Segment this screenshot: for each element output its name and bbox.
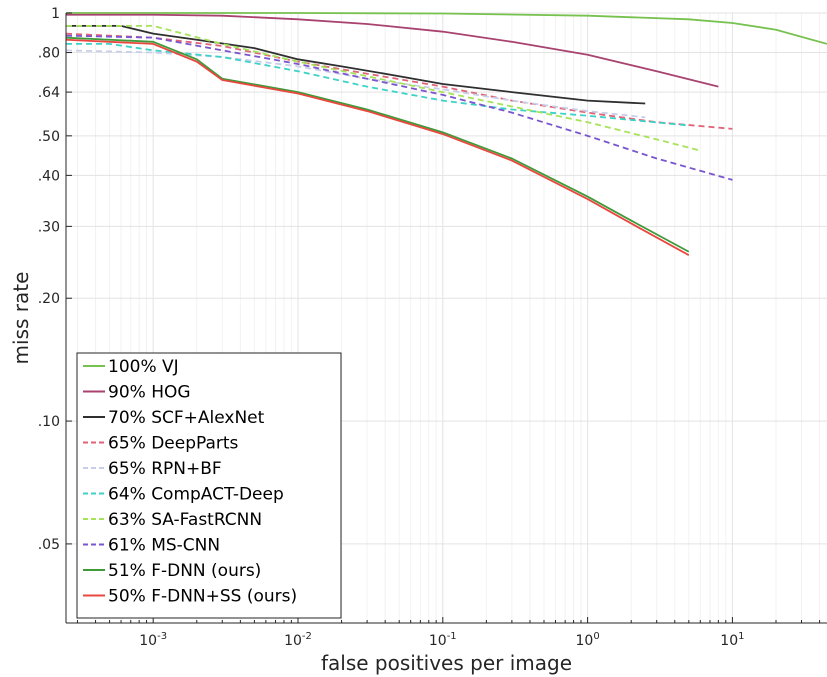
series-line-5 bbox=[66, 43, 689, 127]
series-line-6 bbox=[66, 24, 701, 152]
series-line-1 bbox=[66, 13, 719, 88]
y-axis-label: miss rate bbox=[9, 272, 33, 365]
x-tick-label: 10-1 bbox=[429, 631, 457, 649]
y-tick-label: .80 bbox=[38, 46, 60, 62]
legend-entry-5: 64% CompACT-Deep bbox=[108, 485, 284, 505]
legend-box bbox=[76, 352, 342, 619]
legend-entry-6: 63% SA-FastRCNN bbox=[108, 510, 262, 530]
y-tick-label: .20 bbox=[38, 291, 60, 307]
y-tick-label: .30 bbox=[38, 219, 60, 235]
series-line-8 bbox=[65, 36, 690, 253]
x-tick-label: 10-3 bbox=[139, 631, 167, 649]
legend-entry-9: 50% F-DNN+SS (ours) bbox=[108, 587, 297, 607]
series-line-7 bbox=[65, 34, 733, 181]
x-tick-label: 10-2 bbox=[284, 631, 312, 649]
x-tick-label: 101 bbox=[720, 631, 744, 649]
legend-entry-1: 90% HOG bbox=[108, 383, 191, 403]
y-tick-label: .10 bbox=[38, 414, 60, 430]
legend-entry-7: 61% MS-CNN bbox=[108, 536, 220, 556]
legend: 100% VJ 90% HOG 70% SCF+AlexNet 65% DeepPar… bbox=[76, 352, 342, 619]
legend-entry-8: 51% F-DNN (ours) bbox=[108, 561, 261, 581]
y-tick-label: 1 bbox=[51, 6, 60, 22]
x-axis-label: false positives per image bbox=[321, 651, 572, 675]
series-line-2 bbox=[66, 24, 646, 105]
x-tick-label: 100 bbox=[576, 631, 600, 649]
y-tick-label: .64 bbox=[38, 85, 60, 101]
legend-entry-4: 65% RPN+BF bbox=[108, 459, 222, 479]
legend-entry-2: 70% SCF+AlexNet bbox=[108, 408, 265, 428]
y-tick-label: .50 bbox=[38, 129, 60, 145]
axes bbox=[65, 12, 827, 624]
series-layer bbox=[65, 12, 827, 256]
y-tick-label: .40 bbox=[38, 168, 60, 184]
series-line-3 bbox=[65, 32, 733, 130]
y-tick-label: .05 bbox=[38, 537, 60, 553]
series-line-0 bbox=[66, 12, 827, 45]
tick-labels: 1 .80 .64 .50 .40 .30 .20 .10 .05 10-3 10-2 10-1 100… bbox=[38, 6, 745, 649]
legend-entry-0: 100% VJ bbox=[108, 357, 179, 377]
series-line-9 bbox=[65, 38, 690, 256]
legend-entry-3: 65% DeepParts bbox=[108, 434, 239, 454]
